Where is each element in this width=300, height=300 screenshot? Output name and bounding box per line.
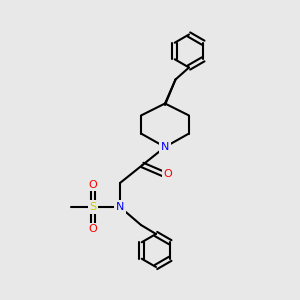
Text: O: O xyxy=(88,224,98,235)
Text: O: O xyxy=(88,179,98,190)
Text: O: O xyxy=(164,169,172,179)
Text: N: N xyxy=(116,202,124,212)
Text: S: S xyxy=(89,202,97,212)
Text: N: N xyxy=(161,142,169,152)
